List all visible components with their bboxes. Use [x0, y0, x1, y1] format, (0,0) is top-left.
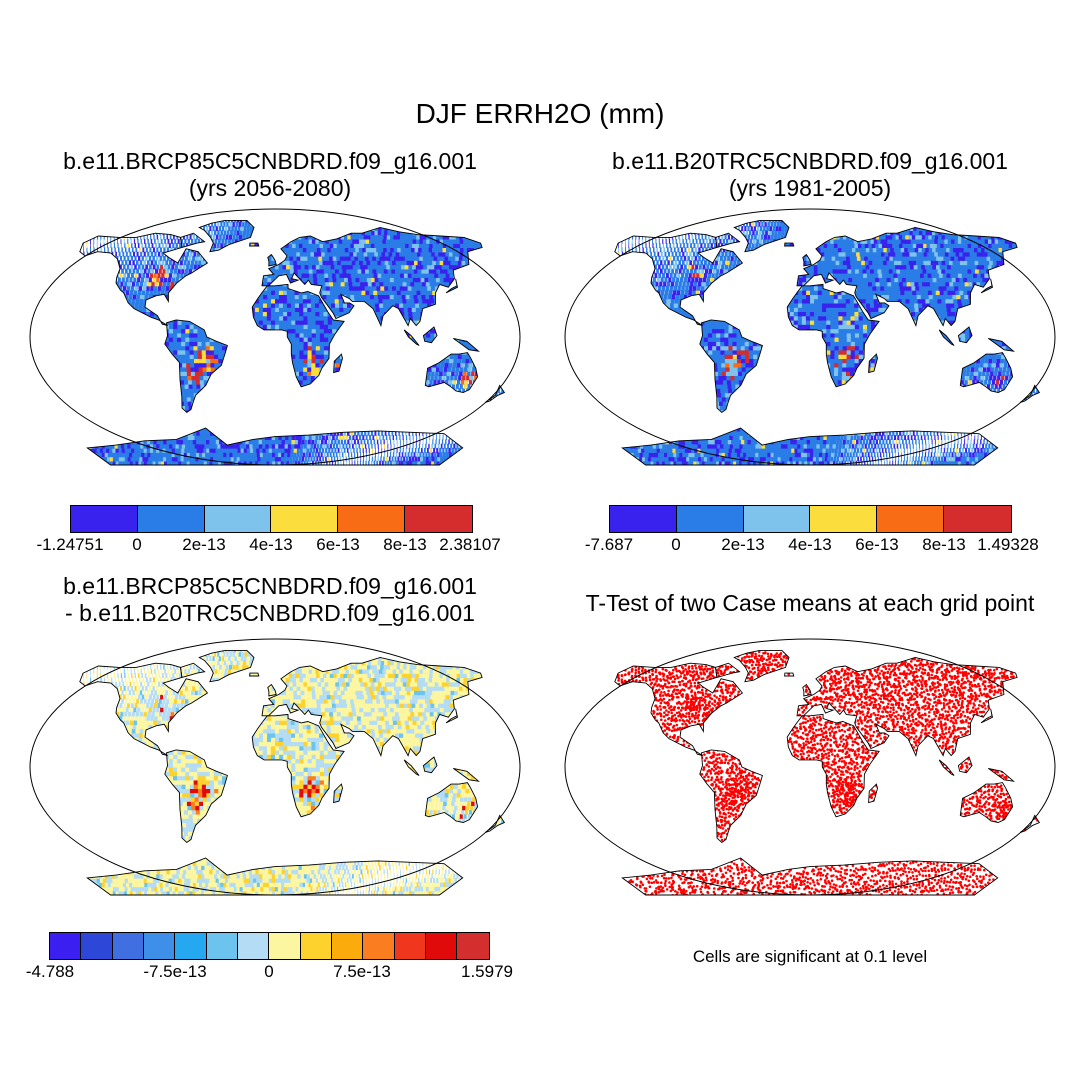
map-panel-2: [564, 208, 1056, 466]
panel-4-title: T-Test of two Case means at each grid po…: [550, 590, 1070, 617]
panel-1-title-line2: (yrs 2056-2080): [10, 175, 530, 202]
colorbar-3-tick-label: 1.5979: [461, 962, 513, 982]
colorbar-3-swatch: [332, 933, 364, 959]
panel-3-title-line2: - b.e11.B20TRC5CNBDRD.f09_g16.001: [10, 600, 530, 627]
colorbar-1-swatch: [71, 506, 138, 532]
colorbar-3-swatch: [144, 933, 176, 959]
colorbar-3-swatch: [206, 933, 239, 959]
colorbar-2-tick-label: 8e-13: [922, 535, 965, 555]
panel-1-title: b.e11.BRCP85C5CNBDRD.f09_g16.001 (yrs 20…: [10, 148, 530, 202]
colorbar-2-tick-label: 0: [671, 535, 680, 555]
colorbar-1-tick-label: 6e-13: [316, 535, 359, 555]
colorbar-panel-3: [49, 932, 490, 960]
colorbar-3-swatch: [112, 933, 145, 959]
map-panel-3: [29, 638, 521, 896]
colorbar-3-swatch: [363, 933, 395, 959]
colorbar-2-tick-label: 4e-13: [788, 535, 831, 555]
colorbar-2-tick-label: -7.687: [585, 535, 633, 555]
panel-3-title: b.e11.BRCP85C5CNBDRD.f09_g16.001 - b.e11…: [10, 573, 530, 627]
grid-cells: [79, 650, 505, 895]
map-panel-4: [564, 638, 1056, 896]
colorbar-2-swatch: [810, 506, 878, 532]
colorbar-1-swatch: [338, 506, 406, 532]
map-border: [564, 208, 1056, 466]
colorbar-2-tick-label: 2e-13: [721, 535, 764, 555]
colorbar-2-swatch: [877, 506, 945, 532]
colorbar-3-swatch: [269, 933, 301, 959]
coastlines: [614, 219, 1041, 466]
colorbar-3-swatch: [238, 933, 270, 959]
colorbar-3-swatch: [426, 933, 458, 959]
colorbar-2-swatch: [743, 506, 811, 532]
colorbar-1-swatch: [137, 506, 205, 532]
colorbar-3-tick-label: -4.788: [26, 962, 74, 982]
panel-2-title: b.e11.B20TRC5CNBDRD.f09_g16.001 (yrs 198…: [550, 148, 1070, 202]
colorbar-2-tick-label: 6e-13: [855, 535, 898, 555]
coastlines: [79, 649, 506, 896]
map-border: [29, 208, 521, 466]
grid-cells: [79, 220, 505, 465]
colorbar-1-swatch: [204, 506, 272, 532]
panel-1-title-line1: b.e11.BRCP85C5CNBDRD.f09_g16.001: [10, 148, 530, 175]
colorbar-1-swatch: [405, 506, 472, 532]
colorbar-3-swatch: [457, 933, 489, 959]
colorbar-1-tick-label: 2e-13: [182, 535, 225, 555]
map-panel-1: [29, 208, 521, 466]
colorbar-3-swatch: [300, 933, 333, 959]
colorbar-3-tick-label: 0: [264, 962, 273, 982]
panel-3-title-line1: b.e11.BRCP85C5CNBDRD.f09_g16.001: [10, 573, 530, 600]
grid-cells: [614, 220, 1040, 465]
colorbar-1-tick-label: 8e-13: [383, 535, 426, 555]
colorbar-3-swatch: [175, 933, 207, 959]
map-border: [29, 638, 521, 896]
map-border: [564, 638, 1056, 896]
figure-title: DJF ERRH2O (mm): [0, 98, 1080, 130]
colorbar-2-tick-label: 1.49328: [977, 535, 1038, 555]
colorbar-3-swatch: [50, 933, 82, 959]
colorbar-3-tick-label: -7.5e-13: [143, 962, 206, 982]
significance-note: Cells are significant at 0.1 level: [560, 947, 1060, 967]
colorbar-1-tick-label: -1.24751: [36, 535, 103, 555]
panel-2-title-line1: b.e11.B20TRC5CNBDRD.f09_g16.001: [550, 148, 1070, 175]
colorbar-3-swatch: [81, 933, 113, 959]
coastlines: [614, 649, 1041, 896]
grid-cells: [616, 650, 1040, 895]
colorbar-2-swatch: [944, 506, 1011, 532]
colorbar-panel-1: [70, 505, 473, 533]
colorbar-2-swatch: [676, 506, 744, 532]
coastlines: [79, 219, 506, 466]
colorbar-1-tick-label: 4e-13: [249, 535, 292, 555]
colorbar-3-swatch: [394, 933, 427, 959]
colorbar-panel-2: [609, 505, 1012, 533]
colorbar-1-swatch: [271, 506, 339, 532]
colorbar-1-tick-label: 0: [132, 535, 141, 555]
colorbar-2-swatch: [610, 506, 677, 532]
panel-4-title-line1: T-Test of two Case means at each grid po…: [550, 590, 1070, 617]
colorbar-3-tick-label: 7.5e-13: [333, 962, 391, 982]
panel-2-title-line2: (yrs 1981-2005): [550, 175, 1070, 202]
colorbar-1-tick-label: 2.38107: [439, 535, 500, 555]
